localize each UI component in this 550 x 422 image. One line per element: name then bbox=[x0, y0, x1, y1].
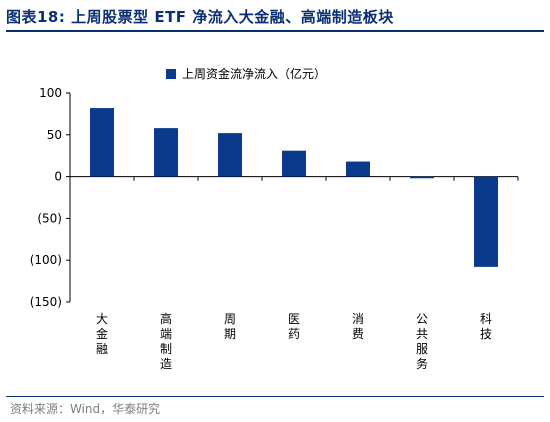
bars bbox=[90, 108, 498, 267]
legend: 上周资金流净流入（亿元） bbox=[166, 66, 326, 81]
y-axis-ticks: 100 50 0 (50) (100) (150) bbox=[30, 86, 70, 309]
bar-5 bbox=[346, 161, 370, 177]
category-label: 消费 bbox=[352, 312, 364, 341]
bar-7 bbox=[474, 176, 498, 267]
bar-6 bbox=[410, 176, 434, 179]
chart-title: 图表18: 上周股票型 ETF 净流入大金融、高端制造板块 bbox=[6, 8, 394, 26]
category-label: 科技 bbox=[480, 312, 492, 341]
axes bbox=[69, 93, 519, 302]
y-tick-label: 0 bbox=[54, 170, 62, 184]
y-tick-label: 50 bbox=[47, 128, 62, 142]
bar-3 bbox=[218, 133, 242, 177]
category-label: 公共服务 bbox=[416, 312, 428, 371]
y-tick-label: 100 bbox=[39, 86, 62, 100]
source-divider bbox=[6, 396, 544, 397]
source-note: 资料来源：Wind，华泰研究 bbox=[10, 402, 161, 416]
category-label: 大金融 bbox=[96, 312, 108, 356]
x-axis-labels: 大金融 高端制造 周期 医药 消费 公共服务 科技 bbox=[96, 311, 492, 371]
category-label: 周期 bbox=[224, 312, 236, 341]
bar-4 bbox=[282, 150, 306, 177]
category-label: 高端制造 bbox=[160, 311, 172, 371]
y-tick-label: (150) bbox=[30, 295, 62, 309]
title-divider bbox=[6, 30, 544, 32]
y-tick-label: (100) bbox=[30, 253, 62, 267]
y-tick-label: (50) bbox=[37, 211, 62, 225]
legend-swatch bbox=[166, 69, 176, 79]
bar-2 bbox=[154, 128, 178, 177]
legend-label: 上周资金流净流入（亿元） bbox=[182, 66, 326, 81]
category-label: 医药 bbox=[288, 312, 300, 341]
bar-1 bbox=[90, 108, 114, 177]
